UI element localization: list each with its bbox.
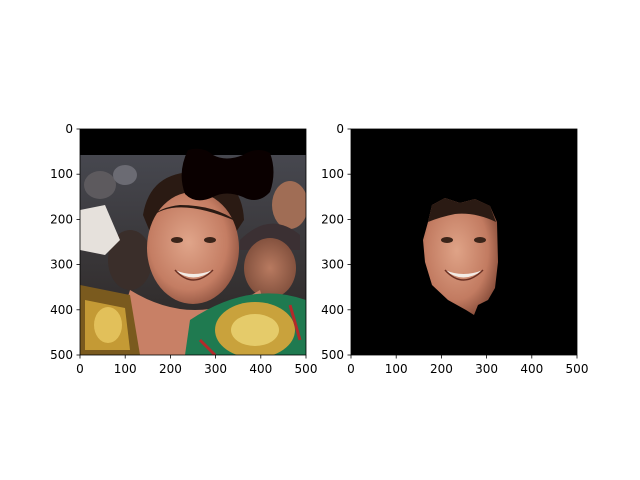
right-y-tick-label-0: 0: [336, 122, 344, 136]
left-x-tick-label-3: 300: [204, 362, 227, 376]
right-x-tick-label-5: 500: [566, 362, 589, 376]
left-axes-frame: [79, 128, 307, 356]
left-y-tick-label-2: 200: [50, 212, 73, 226]
right-x-tick-label-1: 100: [385, 362, 408, 376]
left-y-tick-label-1: 100: [50, 167, 73, 181]
left-x-tick-label-4: 400: [249, 362, 272, 376]
left-y-tick-label-3: 300: [50, 258, 73, 272]
left-x-tick-label-0: 0: [76, 362, 84, 376]
left-photo: [80, 129, 306, 355]
left-y-tick-label-5: 500: [50, 348, 73, 362]
right-y-tick-label-1: 100: [321, 167, 344, 181]
left-x-tick-label-1: 100: [114, 362, 137, 376]
right-x-tick-label-0: 0: [347, 362, 355, 376]
right-y-tick-label-5: 500: [321, 348, 344, 362]
left-y-tick-label-4: 400: [50, 303, 73, 317]
right-y-tick-label-4: 400: [321, 303, 344, 317]
right-mask-image: [351, 129, 577, 355]
right-x-tick-label-4: 400: [520, 362, 543, 376]
right-x-tick-label-3: 300: [475, 362, 498, 376]
right-y-tick-label-2: 200: [321, 212, 344, 226]
left-x-tick-label-5: 500: [295, 362, 318, 376]
right-y-tick-label-3: 300: [321, 258, 344, 272]
right-axes-frame: [350, 128, 578, 356]
left-y-tick-label-0: 0: [65, 122, 73, 136]
right-x-tick-label-2: 200: [430, 362, 453, 376]
left-x-tick-label-2: 200: [159, 362, 182, 376]
